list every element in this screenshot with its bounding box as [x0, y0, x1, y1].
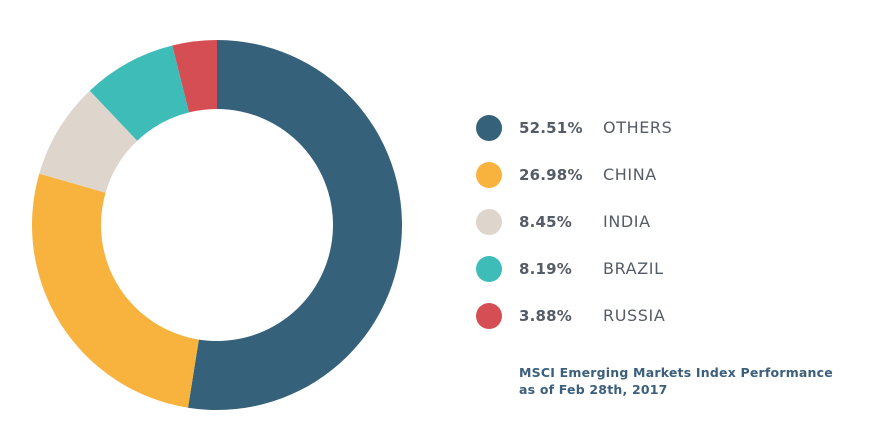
legend-swatch-china — [476, 161, 502, 188]
slice-brazil — [89, 45, 190, 141]
legend-value-india: 8.45% — [519, 212, 573, 231]
legend-item-india: 8.45% INDIA — [476, 198, 672, 245]
legend-item-china: 26.98% CHINA — [476, 151, 672, 198]
legend-swatch-india — [476, 208, 502, 235]
legend-swatch-others — [476, 114, 502, 141]
legend-item-brazil: 8.19% BRAZIL — [476, 245, 672, 292]
legend-swatch-russia — [476, 302, 502, 329]
legend-swatch-brazil — [476, 255, 502, 282]
slice-others — [188, 40, 402, 410]
legend-item-others: 52.51% OTHERS — [476, 104, 672, 151]
legend-value-brazil: 8.19% — [519, 259, 573, 278]
chart-legend: 52.51% OTHERS 26.98% CHINA 8.45% INDIA 8.19% BR… — [476, 104, 672, 339]
legend-value-china: 26.98% — [519, 165, 583, 184]
legend-label-brazil: BRAZIL — [603, 259, 664, 278]
legend-label-india: INDIA — [603, 212, 651, 231]
legend-value-russia: 3.88% — [519, 306, 573, 325]
caption-line-2: as of Feb 28th, 2017 — [519, 382, 668, 397]
legend-label-others: OTHERS — [603, 118, 673, 137]
legend-item-russia: 3.88% RUSSIA — [476, 292, 672, 339]
chart-caption: MSCI Emerging Markets Index Performance … — [519, 364, 833, 398]
donut-chart-plot — [32, 40, 402, 410]
slice-india — [39, 90, 138, 193]
caption-line-1: MSCI Emerging Markets Index Performance — [519, 365, 833, 380]
legend-label-russia: RUSSIA — [603, 306, 666, 325]
legend-label-china: CHINA — [603, 165, 657, 184]
slice-china — [32, 173, 199, 408]
legend-value-others: 52.51% — [519, 118, 583, 137]
slice-russia — [172, 40, 217, 113]
